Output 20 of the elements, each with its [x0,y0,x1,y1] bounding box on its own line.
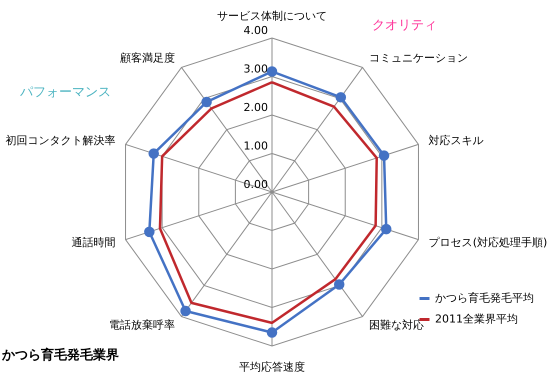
y-tick-label: 2.00 [244,101,268,114]
spoke-label: 対応スキル [428,134,484,148]
spoke-label: 平均応答速度 [239,360,305,374]
y-tick-label: 4.00 [244,24,268,37]
spoke-label: 困難な対応 [368,318,424,332]
text: かつら育毛発毛業界 [1,347,119,363]
text: パフォーマンス [19,85,111,100]
y-tick-label: 3.00 [244,62,268,76]
legend-label: 2011全業界平均 [435,312,518,326]
spoke-label: プロセス(対応処理手順) [428,236,548,249]
spoke-label: サービス体制について [217,9,327,22]
text: クオリティ [372,18,437,33]
spoke-label: 顧客満足度 [120,52,176,65]
spoke-label: 電話放棄呼率 [109,318,176,332]
spoke-label: コミュニケーション [368,52,468,65]
spoke-label: 通話時間 [71,236,116,249]
spoke-label: 初回コンタクト解決率 [5,134,116,148]
y-tick-label: 0.00 [244,178,268,191]
legend-label: かつら育毛発毛平均 [435,292,534,304]
y-tick-label: 1.00 [244,140,268,152]
